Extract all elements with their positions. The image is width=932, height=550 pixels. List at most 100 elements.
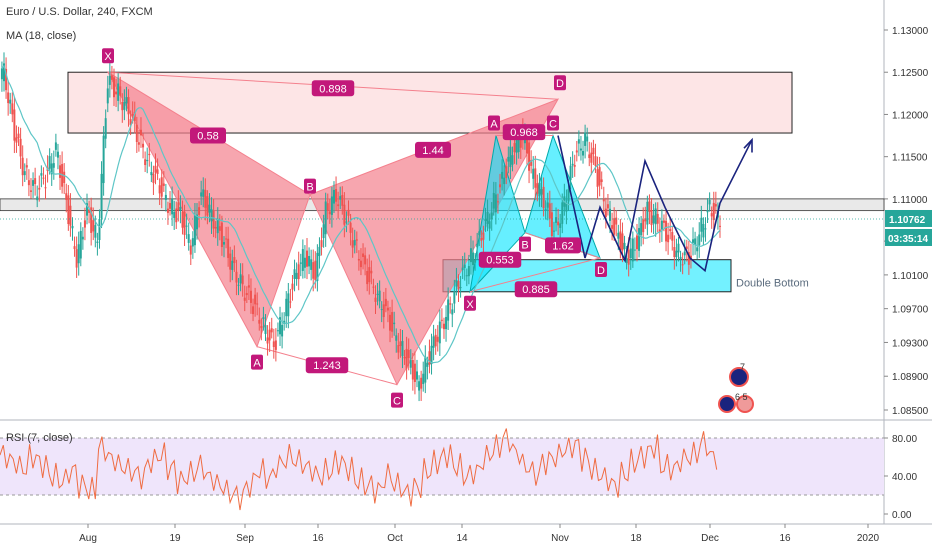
candle-body <box>455 279 458 287</box>
point-badge-bg <box>547 115 559 131</box>
candle-body <box>621 233 624 251</box>
candle-body <box>183 211 186 235</box>
candle-body <box>86 203 89 216</box>
candle-body <box>281 324 284 337</box>
badge-extra: 6 5 <box>735 392 748 402</box>
point-badge-bg <box>554 75 566 91</box>
time-tick-label: 16 <box>779 533 791 544</box>
candle-body <box>638 228 641 251</box>
price-tick-label: 1.09300 <box>892 338 929 349</box>
candle-body <box>48 156 51 169</box>
candle-body <box>96 241 99 243</box>
candle-body <box>129 119 132 125</box>
price-tick-label: 1.12000 <box>892 110 929 121</box>
candle-body <box>67 195 70 225</box>
candle-body <box>332 189 335 204</box>
candle-body <box>326 203 329 211</box>
candle-body <box>11 103 14 115</box>
point-label: C <box>549 119 557 131</box>
candle-body <box>303 257 306 268</box>
candle-body <box>461 267 464 271</box>
candle-body <box>418 381 421 391</box>
price-tick-label: 1.10100 <box>892 271 929 282</box>
candle-body <box>453 291 456 304</box>
candle-body <box>472 252 475 266</box>
candle-body <box>29 190 32 192</box>
candle-body <box>131 113 134 116</box>
candle-body <box>206 196 209 216</box>
candle-body <box>494 194 497 213</box>
candle-body <box>243 297 246 301</box>
rsi-indicator-label[interactable]: RSI (7, close) <box>6 432 73 444</box>
candle-body <box>602 199 605 202</box>
candle-body <box>469 248 472 263</box>
candle-body <box>227 238 230 258</box>
candle-body <box>611 225 614 229</box>
candle-body <box>700 217 703 232</box>
candle-body <box>511 155 514 165</box>
candle-body <box>573 164 576 167</box>
candle-body <box>631 238 634 262</box>
candle-body <box>110 75 113 80</box>
point-label: X <box>104 51 112 63</box>
candle-body <box>81 236 84 240</box>
candle-body <box>308 256 311 267</box>
point-badge-bg <box>251 354 263 370</box>
candle-body <box>258 319 261 324</box>
candle-body <box>650 210 653 226</box>
candle-body <box>384 298 387 307</box>
candle-body <box>442 323 445 330</box>
candle-body <box>503 177 506 185</box>
avatar-icon-2 <box>718 395 736 413</box>
candle-body <box>538 182 541 197</box>
candle-body <box>415 371 418 380</box>
candle-body <box>123 101 126 110</box>
ratio-ab-bat-bg <box>190 127 226 144</box>
candle-body <box>100 173 103 219</box>
ratio-bd-bull-bg <box>545 237 581 254</box>
candle-body <box>544 208 547 210</box>
candle-body <box>681 264 684 266</box>
candle-body <box>75 249 78 268</box>
candle-body <box>142 143 145 148</box>
candle-body <box>268 329 271 341</box>
candle-body <box>534 168 537 188</box>
candle-body <box>420 377 423 389</box>
candle-body <box>364 255 367 265</box>
candle-body <box>69 205 72 226</box>
candle-body <box>378 290 381 302</box>
candle-body <box>559 223 562 228</box>
candle-body <box>457 280 460 290</box>
candle-body <box>445 316 448 330</box>
candle-body <box>260 326 263 329</box>
candle-body <box>530 159 533 166</box>
candle-body <box>482 232 485 240</box>
candle-body <box>362 253 365 257</box>
candle-body <box>449 303 452 305</box>
candle-body <box>310 259 313 270</box>
candle-body <box>233 257 236 264</box>
candle-body <box>600 179 603 183</box>
candle-body <box>584 132 587 146</box>
candle-body <box>366 270 369 285</box>
candle-body <box>154 165 157 173</box>
symbol-title: Euro / U.S. Dollar, 240, FXCM <box>6 6 153 18</box>
candle-body <box>200 192 203 197</box>
price-tick-label: 1.11500 <box>892 153 928 164</box>
candle-body <box>349 222 352 233</box>
point-badge-bg <box>488 115 500 131</box>
candle-body <box>162 183 165 186</box>
candle-body <box>407 349 410 359</box>
candle-body <box>646 201 649 225</box>
ma-indicator-label[interactable]: MA (18, close) <box>6 30 77 42</box>
candle-body <box>337 204 340 207</box>
candle-body <box>306 250 309 267</box>
candle-body <box>376 293 379 295</box>
candle-body <box>189 245 192 255</box>
ratio-cd-bat-bg <box>415 141 451 158</box>
candle-body <box>351 240 354 248</box>
candle-body <box>212 210 215 229</box>
candle-body <box>698 234 701 246</box>
candle-body <box>133 111 136 121</box>
